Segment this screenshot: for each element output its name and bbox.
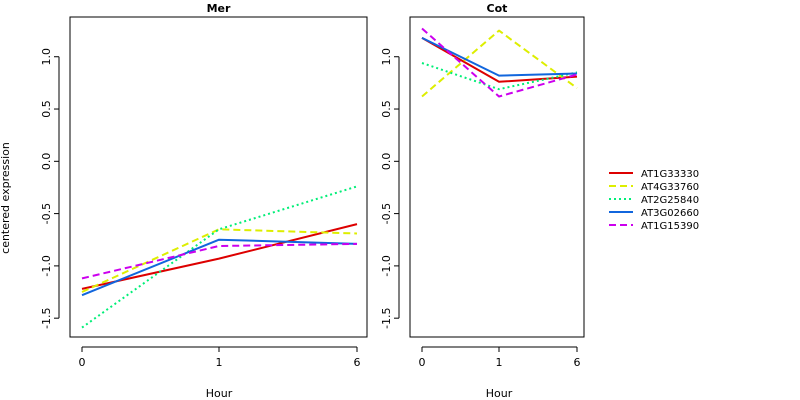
x-tick-label: 0 xyxy=(79,356,86,369)
legend-label: AT3G02660 xyxy=(641,208,699,219)
y-axis: -1.5 -1.0 -0.5 0.0 0.5 1.0 xyxy=(40,48,60,329)
x-axis: 0 1 6 xyxy=(419,346,581,369)
y-tick-label: 0.0 xyxy=(40,153,53,171)
series-group xyxy=(421,27,578,98)
y-tick-label: 1.0 xyxy=(380,48,393,66)
y-tick-label: -0.5 xyxy=(40,203,53,224)
plot-frame xyxy=(69,16,368,338)
x-tick-label: 6 xyxy=(574,356,581,369)
series-line-at3g02660 xyxy=(81,238,358,297)
legend-label: AT2G25840 xyxy=(641,195,699,206)
y-tick-label: 0.5 xyxy=(40,100,53,118)
series-line-at1g15390 xyxy=(81,242,358,280)
y-tick-label: -0.5 xyxy=(380,203,393,224)
series-group xyxy=(81,185,358,329)
series-line-at2g25840 xyxy=(421,62,578,91)
legend-label: AT1G33330 xyxy=(641,169,699,180)
y-tick-label: 0.0 xyxy=(380,153,393,171)
x-axis: 0 1 6 xyxy=(79,346,361,369)
x-axis-title: Hour xyxy=(206,387,233,400)
series-line-at1g15390 xyxy=(421,27,578,98)
y-axis: -1.5 -1.0 -0.5 0.0 0.5 1.0 xyxy=(380,48,400,329)
x-tick-label: 6 xyxy=(354,356,361,369)
legend: AT1G33330 AT4G33760 AT2G25840 AT3G02660 AT1G… xyxy=(609,169,699,232)
y-tick-label: 0.5 xyxy=(380,100,393,118)
legend-label: AT1G15390 xyxy=(641,221,699,232)
y-tick-label: 1.0 xyxy=(40,48,53,66)
y-axis-title: centered expression xyxy=(0,142,12,254)
series-line-at1g33330 xyxy=(421,37,578,83)
y-tick-label: -1.5 xyxy=(380,307,393,328)
plot-frame xyxy=(409,16,585,338)
series-line-at1g33330 xyxy=(81,223,358,290)
series-line-at4g33760 xyxy=(421,29,578,98)
y-tick-label: -1.5 xyxy=(40,307,53,328)
legend-label: AT4G33760 xyxy=(641,182,699,193)
series-line-at4g33760 xyxy=(81,228,358,293)
x-tick-label: 1 xyxy=(216,356,223,369)
x-tick-label: 0 xyxy=(419,356,426,369)
y-tick-label: -1.0 xyxy=(380,255,393,276)
panel-title: Cot xyxy=(487,2,508,15)
x-axis-title: Hour xyxy=(486,387,513,400)
panel-cot: Cot Hour -1.5 -1.0 -0.5 0.0 0.5 1.0 0 1 6 xyxy=(380,2,585,400)
series-line-at2g25840 xyxy=(81,185,358,329)
x-tick-label: 1 xyxy=(496,356,503,369)
panel-mer: Mer Hour -1.5 -1.0 -0.5 0.0 0.5 1.0 0 1 6 xyxy=(40,2,368,400)
panel-title: Mer xyxy=(207,2,231,15)
y-tick-label: -1.0 xyxy=(40,255,53,276)
